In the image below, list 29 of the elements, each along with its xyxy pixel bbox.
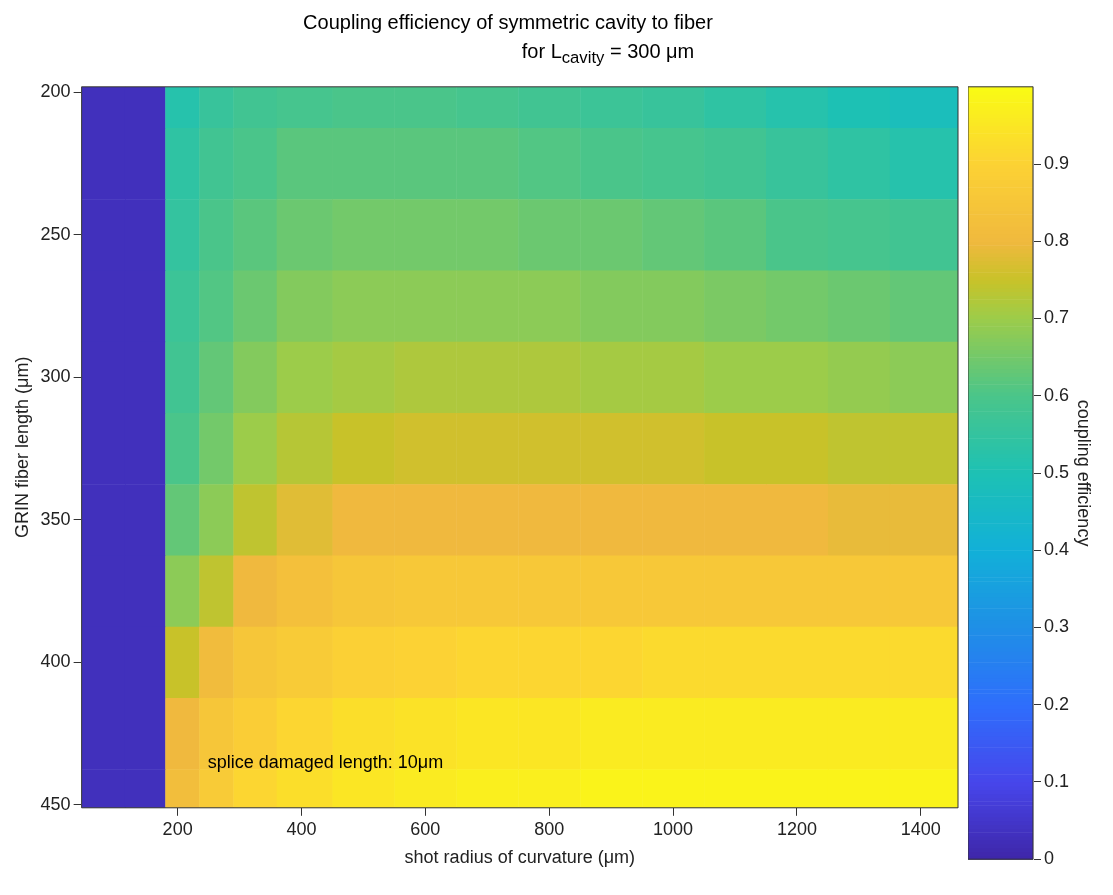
y-tick-label: 250 <box>40 223 71 244</box>
x-tick-label: 1200 <box>776 818 817 839</box>
x-tick-label: 200 <box>162 818 193 839</box>
x-tick-label: 600 <box>410 818 441 839</box>
color-bar-label: 0.6 <box>1044 384 1070 405</box>
x-tick-label: 1400 <box>900 818 941 839</box>
color-bar-title: coupling efficiency <box>1074 399 1095 547</box>
color-bar-label: 0.3 <box>1044 616 1070 637</box>
color-bar-label: 0.1 <box>1044 770 1070 791</box>
color-bar-label: 0.2 <box>1044 693 1070 714</box>
color-bar-label: 0.9 <box>1044 153 1070 174</box>
color-bar-label: 0.5 <box>1044 461 1070 482</box>
y-tick-label: 450 <box>40 793 71 814</box>
x-tick-label: 400 <box>286 818 317 839</box>
y-axis-title: GRIN fiber length (μm) <box>11 356 32 539</box>
color-bar-label: 0.7 <box>1044 307 1070 328</box>
y-tick-label: 300 <box>40 366 71 387</box>
chart-subtitle: for L$_{cavity}$ = 300 μm <box>520 39 696 69</box>
chart-title: Coupling efficiency of symmetric cavity to fiber <box>302 10 714 35</box>
color-bar-label: 0.4 <box>1044 539 1070 560</box>
y-tick-label: 350 <box>40 508 71 529</box>
x-tick-label: 800 <box>534 818 565 839</box>
color-bar-label: 0 <box>1044 848 1055 869</box>
color-bar-label: 0.8 <box>1044 230 1070 251</box>
y-tick-label: 200 <box>40 81 71 102</box>
annotation: splice damaged length: 10μm <box>207 752 444 773</box>
x-axis-title: shot radius of curvature (μm) <box>404 847 636 868</box>
x-tick-label: 1000 <box>653 818 694 839</box>
y-tick-label: 400 <box>40 651 71 672</box>
